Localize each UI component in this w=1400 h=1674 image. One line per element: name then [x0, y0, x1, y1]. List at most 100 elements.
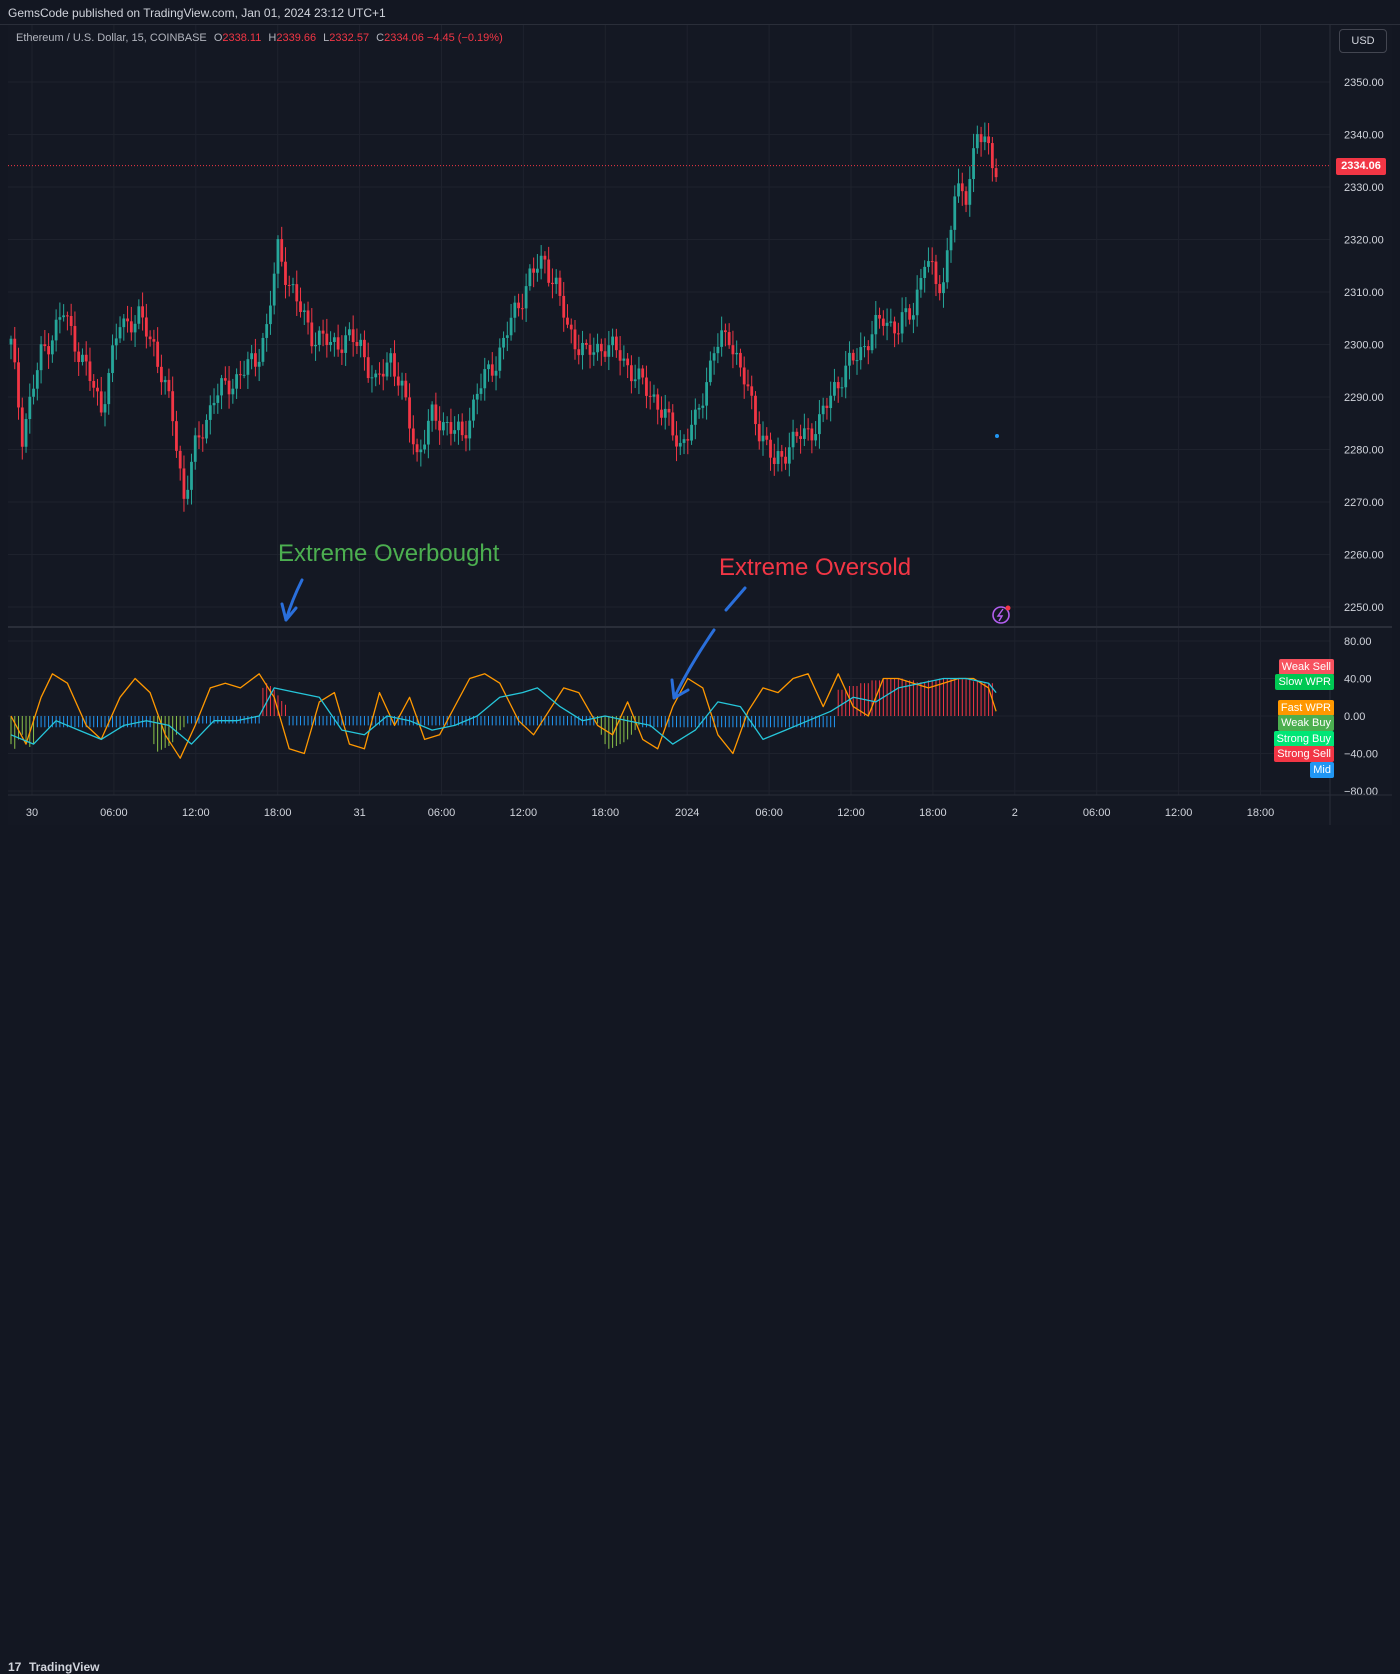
candle: [686, 428, 690, 455]
oscillator-layer: [10, 673, 997, 759]
candle: [682, 434, 686, 455]
candle: [186, 475, 190, 505]
candle: [498, 338, 502, 379]
chart-frame[interactable]: [8, 25, 1392, 825]
low-label: L: [323, 32, 330, 44]
candle: [269, 290, 272, 335]
candle: [859, 332, 863, 370]
candle: [878, 307, 881, 329]
candle: [502, 331, 505, 360]
oscillator-axis[interactable]: 80.00 40.00 0.00 −40.00 −80.00: [1344, 636, 1378, 798]
candle: [957, 168, 960, 203]
candle: [363, 330, 366, 371]
candle: [889, 308, 893, 327]
candle: [302, 303, 306, 325]
change-value: −4.45 (−0.19%): [426, 32, 503, 44]
osc-tick-label: −40.00: [1344, 749, 1378, 761]
indicator-badge: Mid: [1310, 762, 1334, 778]
candle: [487, 360, 490, 382]
candle: [182, 455, 186, 512]
indicator-badge: Slow WPR: [1275, 674, 1334, 690]
candle: [765, 427, 769, 446]
time-tick-label: 18:00: [592, 807, 620, 819]
candle: [280, 226, 284, 267]
candle: [393, 340, 396, 387]
candle: [35, 362, 39, 401]
chart-canvas[interactable]: 2250.002260.002270.002280.002290.002300.…: [0, 0, 1400, 857]
candle: [378, 362, 381, 385]
tradingview-logo[interactable]: 17 TradingView: [8, 1660, 99, 1674]
candle: [261, 332, 265, 366]
candle: [949, 225, 953, 263]
candle: [900, 297, 904, 343]
candle: [126, 305, 129, 333]
candle: [54, 309, 58, 352]
low-value: 2332.57: [329, 32, 370, 44]
candle: [344, 326, 348, 366]
candle: [284, 247, 287, 299]
candle: [509, 303, 513, 341]
candle: [257, 348, 261, 382]
alert-lightning-icon[interactable]: [992, 605, 1011, 624]
currency-button[interactable]: USD: [1339, 29, 1387, 53]
candle: [566, 304, 569, 329]
candle: [442, 412, 445, 436]
candle: [915, 275, 919, 327]
candle: [660, 396, 663, 426]
candle: [114, 323, 118, 360]
candle: [953, 185, 957, 243]
candle: [855, 348, 859, 375]
osc-tick-label: −80.00: [1344, 786, 1378, 798]
candle: [220, 374, 223, 410]
candle: [923, 260, 927, 293]
time-tick-label: 12:00: [1165, 807, 1193, 819]
time-axis[interactable]: 30 06:00 12:00 18:00 31 06:00 12:00 18:00 2024 06…: [26, 807, 1274, 819]
candle: [400, 372, 404, 400]
candle: [355, 328, 359, 355]
candle: [645, 365, 648, 409]
candle: [979, 126, 983, 157]
candle: [987, 123, 990, 155]
candle: [814, 421, 818, 447]
price-axis[interactable]: 2250.00 2260.00 2270.00 2280.00 2290.00 2300.…: [1344, 77, 1384, 614]
overbought-annotation: Extreme Overbought: [278, 540, 500, 567]
candle: [419, 439, 423, 467]
candles-layer: [9, 122, 998, 512]
candle: [584, 339, 588, 350]
oversold-arrow: [670, 586, 747, 700]
candle: [547, 246, 551, 287]
candle: [614, 328, 618, 358]
grid-lines: [8, 25, 1330, 795]
candle: [739, 348, 742, 377]
candle: [122, 314, 126, 341]
candle: [336, 324, 340, 357]
tv-logo-text: TradingView: [29, 1660, 100, 1674]
indicator-badge: Fast WPR: [1277, 700, 1334, 716]
candle: [464, 420, 468, 452]
candle: [622, 345, 626, 367]
candle: [449, 408, 453, 446]
candle: [539, 245, 543, 280]
symbol-legend[interactable]: Ethereum / U.S. Dollar, 15, COINBASE O23…: [16, 32, 503, 44]
time-tick-label: 18:00: [264, 807, 292, 819]
price-tick-label: 2280.00: [1344, 445, 1384, 457]
candle: [227, 366, 231, 409]
candle: [84, 341, 88, 376]
candle: [532, 257, 536, 288]
slow-wpr-line: [10, 677, 997, 745]
candle: [870, 320, 874, 354]
time-tick-label: 12:00: [837, 807, 865, 819]
candle: [197, 421, 201, 450]
candle: [637, 356, 641, 395]
candle: [385, 352, 389, 381]
price-tick-label: 2290.00: [1344, 392, 1384, 404]
time-tick-label: 2: [1012, 807, 1018, 819]
candle: [430, 401, 434, 432]
candle: [769, 432, 772, 471]
candle: [118, 316, 122, 343]
candle: [690, 410, 693, 445]
overbought-arrow: [280, 578, 304, 622]
candle: [111, 334, 114, 383]
candle: [844, 351, 848, 399]
candle: [137, 299, 141, 330]
